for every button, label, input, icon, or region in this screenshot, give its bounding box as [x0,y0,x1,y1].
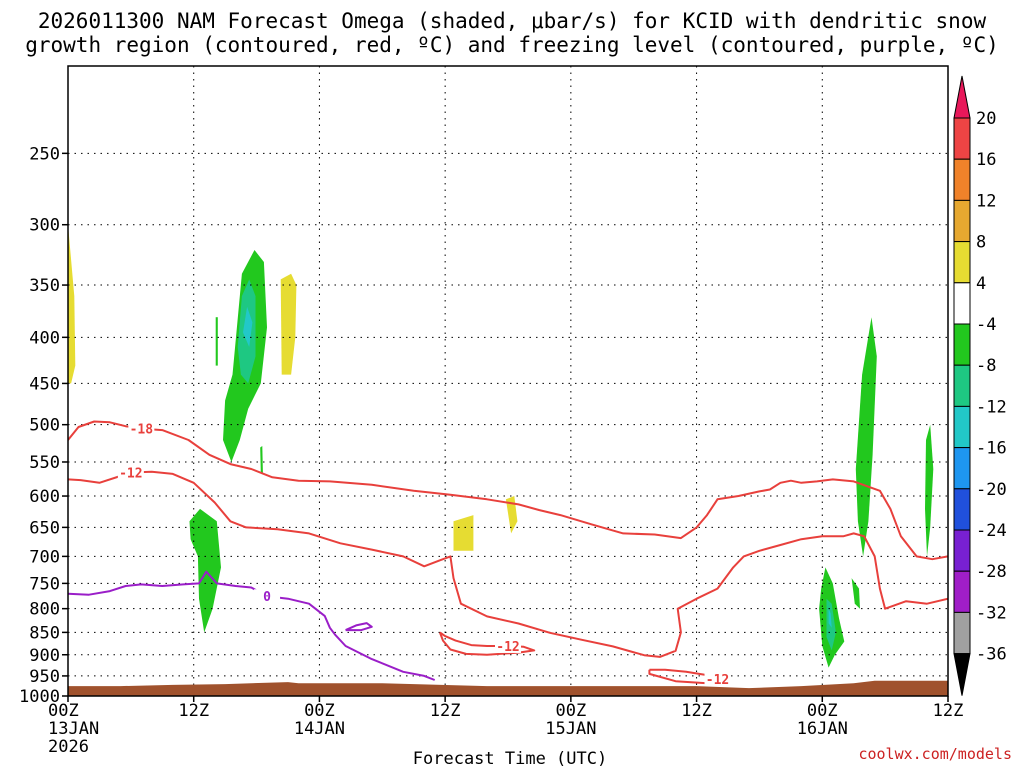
omega-region-6 [855,317,877,557]
credit-text: coolwx.com/models [858,745,1012,763]
omega-region-3 [189,508,221,633]
y-tick-label-9: 700 [29,547,60,567]
contour-label-bg-3 [704,672,731,687]
omega-region-11 [925,424,934,557]
contour-label-4: 0 [263,590,271,605]
y-tick-label-15: 1000 [19,687,60,707]
x-tick-label-4-l1: 00Z [555,701,586,721]
colorbar-segment-7 [953,364,971,407]
colorbar-segment-9 [953,447,971,490]
x-tick-label-7-l1: 12Z [933,701,964,721]
colorbar-label-7: -12 [976,397,1007,417]
contour-line-5 [345,622,373,632]
colorbar-label-9: -20 [976,480,1007,500]
contour-label-3: -12 [706,673,729,688]
y-tick-label-11: 800 [29,600,60,620]
y-tick-label-12: 850 [29,623,60,643]
omega-region-12 [68,224,76,384]
x-tick-label-3-l1: 12Z [430,701,461,721]
colorbar-segment-5 [953,282,971,325]
contour-label-bg-2 [495,638,521,653]
y-tick-label-0: 250 [29,144,60,164]
contour-line-1 [68,470,948,658]
omega-region-10 [828,608,832,628]
omega-region-7 [851,578,860,609]
y-tick-label-4: 450 [29,374,60,394]
x-tick-label-6-l2: 16JAN [797,719,848,739]
colorbar-label-0: 20 [976,109,996,129]
x-tick-label-5-l1: 12Z [681,701,712,721]
colorbar-label-12: -32 [976,603,1007,623]
x-axis-label: Forecast Time (UTC) [413,749,607,768]
y-tick-label-14: 950 [29,667,60,687]
x-tick-label-0-l3: 2026 [48,737,89,757]
colorbar-bottom-arrow [953,653,971,696]
contour-label-bg-0 [128,421,155,436]
y-tick-label-8: 650 [29,518,60,538]
x-tick-label-1-l1: 12Z [178,701,209,721]
surface-terrain [68,680,948,696]
omega-region-14 [453,515,474,551]
colorbar-segment-4 [953,241,971,284]
plot-frame [67,65,949,697]
contour-label-2: -12 [496,640,519,655]
x-tick-label-0-l1: 00Z [48,701,79,721]
colorbar-segment-1 [953,117,971,160]
colorbar-label-1: 16 [976,150,996,170]
omega-region-4 [260,446,263,473]
y-tick-label-3: 400 [29,328,60,348]
colorbar-label-5: -4 [976,315,996,335]
x-tick-label-2-l2: 14JAN [294,719,345,739]
contour-label-0: -18 [130,423,154,438]
colorbar-segment-12 [953,570,971,613]
y-tick-label-5: 500 [29,416,60,436]
colorbar-label-3: 8 [976,233,986,253]
colorbar-segment-11 [953,529,971,572]
colorbar-label-2: 12 [976,191,996,211]
y-tick-label-6: 550 [29,453,60,473]
colorbar-segment-6 [953,323,971,366]
colorbar-label-11: -28 [976,562,1007,582]
colorbar-label-10: -24 [976,521,1007,541]
y-tick-label-10: 750 [29,574,60,594]
colorbar-label-4: 4 [976,274,986,294]
contour-label-1: -12 [119,467,142,482]
contour-label-bg-1 [117,465,144,480]
y-tick-label-2: 350 [29,276,60,296]
colorbar-label-13: -36 [976,645,1007,665]
colorbar-label-6: -8 [976,356,996,376]
omega-region-13 [280,273,297,375]
x-tick-label-4-l2: 15JAN [545,719,596,739]
contour-line-0 [68,420,948,561]
colorbar-segment-3 [953,199,971,243]
x-tick-label-0-l2: 13JAN [48,719,99,739]
contour-line-2 [438,631,536,656]
colorbar-segment-10 [953,488,971,531]
y-tick-label-13: 900 [29,646,60,666]
chart-title-line-1: 2026011300 NAM Forecast Omega (shaded, μ… [37,9,987,33]
y-tick-label-1: 300 [29,216,60,236]
contour-line-4 [68,570,436,681]
x-tick-label-2-l1: 00Z [304,701,335,721]
omega-region-15 [505,496,518,534]
y-tick-label-7: 600 [29,487,60,507]
colorbar-segment-2 [953,158,971,201]
omega-region-5 [215,317,218,366]
colorbar-label-8: -16 [976,439,1007,459]
colorbar-segment-8 [953,405,971,449]
colorbar-top-arrow [953,75,971,119]
contour-label-bg-4 [254,589,281,604]
x-tick-label-6-l1: 00Z [807,701,838,721]
chart-title-line-2: growth region (contoured, red, ºC) and f… [25,33,999,57]
colorbar-segment-13 [953,611,971,655]
